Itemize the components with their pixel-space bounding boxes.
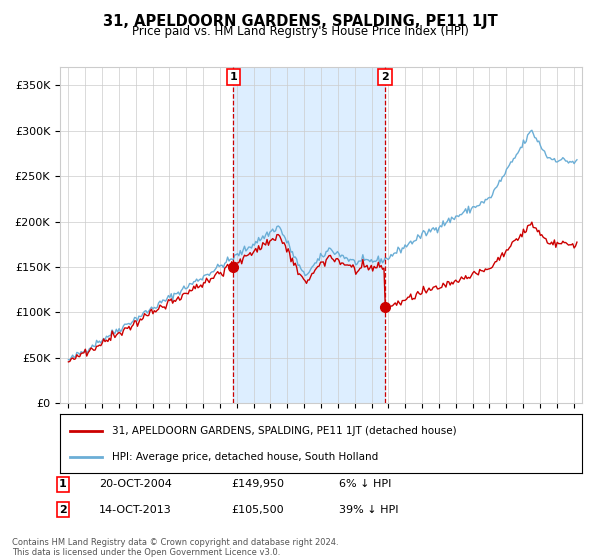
Text: 2: 2	[59, 505, 67, 515]
Text: 14-OCT-2013: 14-OCT-2013	[99, 505, 172, 515]
Text: HPI: Average price, detached house, South Holland: HPI: Average price, detached house, Sout…	[112, 452, 379, 462]
Text: 20-OCT-2004: 20-OCT-2004	[99, 479, 172, 489]
Text: Contains HM Land Registry data © Crown copyright and database right 2024.
This d: Contains HM Land Registry data © Crown c…	[12, 538, 338, 557]
Text: 6% ↓ HPI: 6% ↓ HPI	[339, 479, 391, 489]
Text: Price paid vs. HM Land Registry's House Price Index (HPI): Price paid vs. HM Land Registry's House …	[131, 25, 469, 38]
Text: 39% ↓ HPI: 39% ↓ HPI	[339, 505, 398, 515]
Bar	[233, 67, 385, 403]
Text: 1: 1	[230, 72, 238, 82]
Text: 31, APELDOORN GARDENS, SPALDING, PE11 1JT: 31, APELDOORN GARDENS, SPALDING, PE11 1J…	[103, 14, 497, 29]
Text: £149,950: £149,950	[231, 479, 284, 489]
Text: 1: 1	[59, 479, 67, 489]
Text: £105,500: £105,500	[231, 505, 284, 515]
Text: 31, APELDOORN GARDENS, SPALDING, PE11 1JT (detached house): 31, APELDOORN GARDENS, SPALDING, PE11 1J…	[112, 426, 457, 436]
Text: 2: 2	[381, 72, 389, 82]
